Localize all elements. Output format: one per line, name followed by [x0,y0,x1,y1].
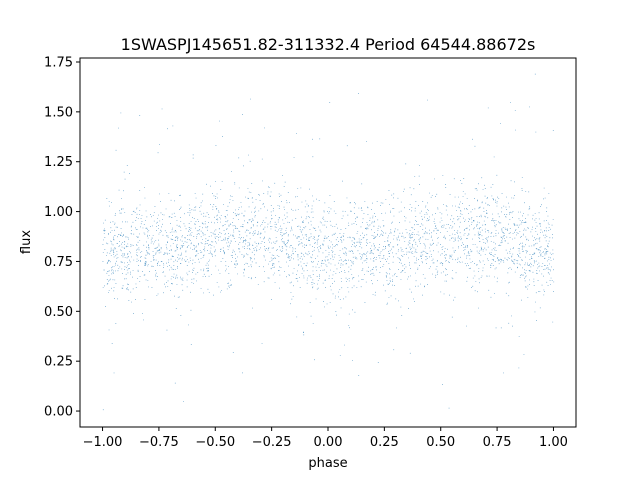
x-tick-label: −0.75 [139,435,179,450]
x-tick-label: 0.75 [483,435,512,450]
x-axis-label: phase [308,456,347,471]
y-tick-label: 1.00 [44,205,73,220]
y-tick-label: 0.50 [44,305,73,320]
y-tick-label: 1.75 [44,55,73,70]
x-tick-label: −0.25 [252,435,292,450]
y-axis-label: flux [19,230,34,254]
x-tick-label: −0.50 [195,435,235,450]
x-tick-label: −1.00 [83,435,123,450]
x-tick-label: 0.50 [426,435,455,450]
x-tick-label: 0.00 [314,435,343,450]
y-axis: 0.00 0.25 0.50 0.75 1.00 1.25 1.50 1.75 [44,55,80,420]
y-tick-label: 1.25 [44,155,73,170]
x-tick-label: 1.00 [539,435,568,450]
y-tick-label: 0.75 [44,255,73,270]
x-tick-label: 0.25 [370,435,399,450]
chart-title: 1SWASPJ145651.82-311332.4 Period 64544.8… [121,35,536,54]
y-tick-label: 0.25 [44,355,73,370]
y-tick-label: 1.50 [44,105,73,120]
x-axis: −1.00 −0.75 −0.50 −0.25 0.00 0.25 0.50 0.75 1.00 [83,427,568,450]
y-tick-label: 0.00 [44,405,73,420]
